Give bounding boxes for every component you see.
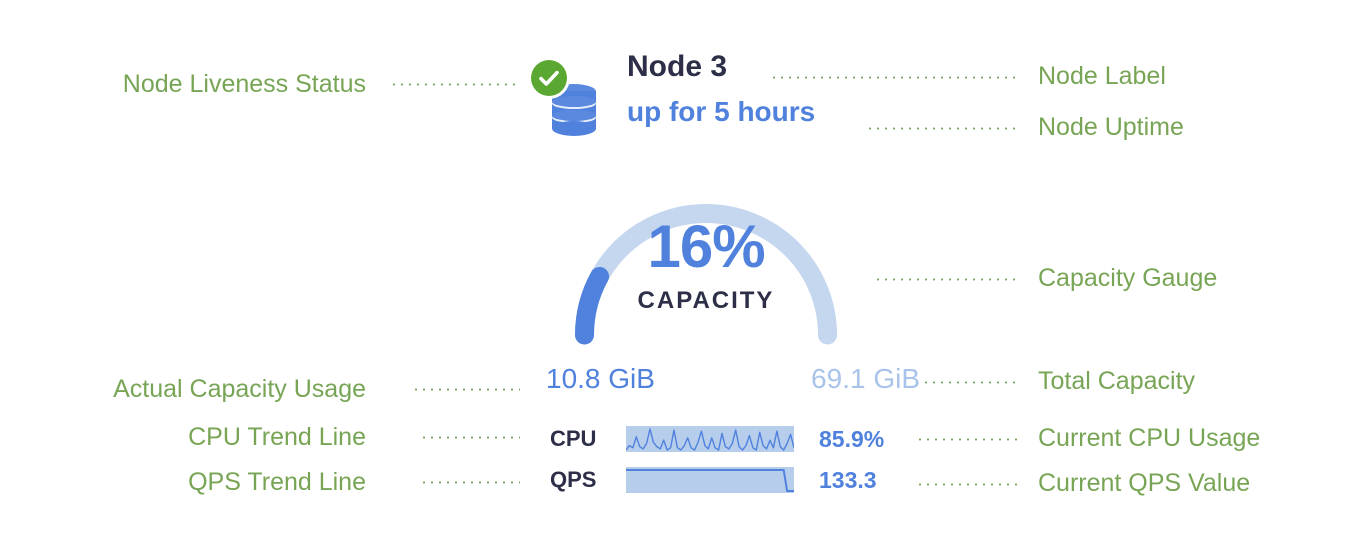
metric-row-qps: QPS 133.3 — [550, 465, 940, 495]
node-uptime: up for 5 hours — [627, 96, 816, 127]
leader-cpu-trend-line — [420, 436, 520, 439]
annotation-node-liveness-status: Node Liveness Status — [122, 70, 366, 98]
annotation-node-label: Node Label — [1038, 62, 1166, 90]
node-label: Node 3 — [627, 50, 728, 83]
annotation-actual-capacity-usage: Actual Capacity Usage — [113, 375, 366, 403]
cpu-trend-sparkline — [626, 426, 794, 452]
leader-current-qps-value — [916, 483, 1020, 486]
gauge-track-arc — [575, 204, 837, 345]
database-icon — [552, 84, 596, 136]
total-capacity-value: 69.1 GiB — [811, 363, 920, 394]
leader-capacity-gauge — [874, 278, 1020, 281]
annotation-total-capacity: Total Capacity — [1038, 367, 1196, 395]
annotation-cpu-trend-line: CPU Trend Line — [188, 423, 366, 451]
annotation-current-cpu-usage: Current CPU Usage — [1038, 424, 1261, 452]
leader-total-capacity — [922, 381, 1020, 384]
actual-capacity-usage-value: 10.8 GiB — [546, 363, 655, 394]
leader-actual-capacity-usage — [412, 388, 520, 391]
node-text-block: Node 3 up for 5 hours — [627, 52, 815, 126]
metric-label-cpu: CPU — [550, 426, 597, 451]
node-header: Node 3 up for 5 hours — [531, 52, 931, 152]
annotation-qps-trend-line: QPS Trend Line — [188, 468, 366, 496]
node-liveness-status-icon[interactable] — [531, 60, 597, 136]
annotation-current-qps-value: Current QPS Value — [1038, 469, 1251, 497]
annotation-capacity-gauge: Capacity Gauge — [1038, 264, 1218, 292]
annotation-node-uptime: Node Uptime — [1038, 113, 1184, 141]
gauge-fill-arc — [575, 204, 837, 345]
capacity-gauge: 16% CAPACITY — [546, 160, 866, 370]
leader-current-cpu-usage — [916, 438, 1020, 441]
current-cpu-usage-value: 85.9% — [819, 425, 885, 452]
leader-node-liveness-status — [390, 83, 520, 86]
leader-qps-trend-line — [420, 481, 520, 484]
qps-trend-sparkline — [626, 467, 794, 493]
metric-label-qps: QPS — [550, 467, 597, 492]
check-circle-icon — [531, 60, 567, 96]
metric-row-cpu: CPU 85.9% — [550, 424, 940, 454]
current-qps-value: 133.3 — [819, 466, 877, 493]
leader-node-label — [770, 76, 1020, 79]
leader-node-uptime — [866, 127, 1020, 130]
